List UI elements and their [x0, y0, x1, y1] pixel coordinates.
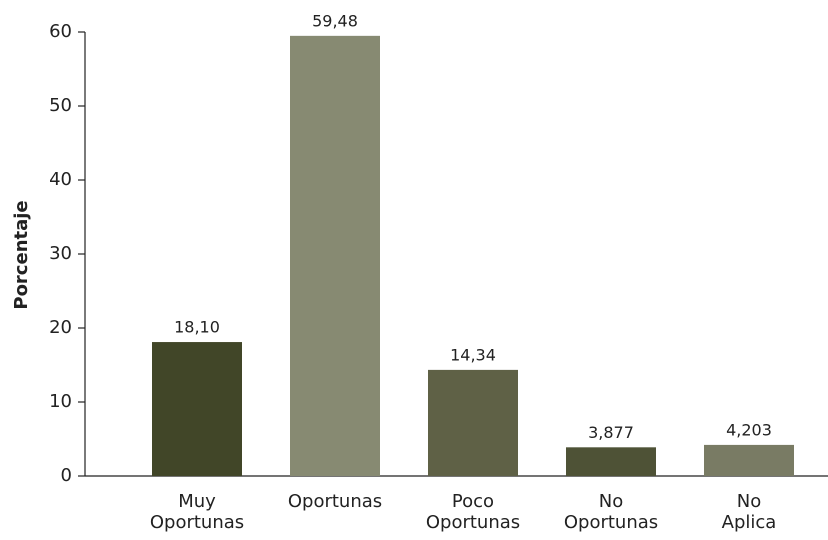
bar: [290, 35, 380, 477]
x-tick-label-line: Oportunas: [150, 512, 244, 533]
x-tick-label: Muy Oportunas: [150, 491, 244, 533]
x-tick-label-line: Oportunas: [288, 491, 382, 512]
y-tick-label: 40: [49, 169, 72, 190]
x-tick-label-line: Muy: [178, 491, 216, 512]
x-tick-label-line: Oportunas: [564, 512, 658, 533]
bar: [704, 444, 794, 476]
value-label: 3,877: [588, 423, 634, 442]
x-tick-label-line: Aplica: [722, 512, 777, 533]
bar: [152, 342, 242, 476]
x-tick-label-line: Poco: [452, 491, 494, 512]
x-tick-label-line: Oportunas: [426, 512, 520, 533]
bar: [428, 369, 518, 476]
y-tick-label: 30: [49, 243, 72, 264]
x-tick-label: No Aplica: [722, 491, 777, 533]
value-label: 59,48: [312, 11, 358, 30]
y-tick-label: 50: [49, 95, 72, 116]
y-tick-label: 60: [49, 21, 72, 42]
value-label: 14,34: [450, 345, 496, 364]
value-label: 18,10: [174, 318, 220, 337]
x-tick-label: Poco Oportunas: [426, 491, 520, 533]
y-tick-label: 0: [61, 465, 72, 486]
x-tick-label-line: No: [737, 491, 761, 512]
y-tick-label: 20: [49, 317, 72, 338]
x-tick-label-line: No: [599, 491, 623, 512]
x-tick-label: Oportunas: [288, 491, 382, 512]
x-tick-label: No Oportunas: [564, 491, 658, 533]
y-tick-label: 10: [49, 391, 72, 412]
bar: [566, 447, 656, 476]
value-label: 4,203: [726, 420, 772, 439]
y-axis-label: Porcentaje: [11, 200, 32, 309]
